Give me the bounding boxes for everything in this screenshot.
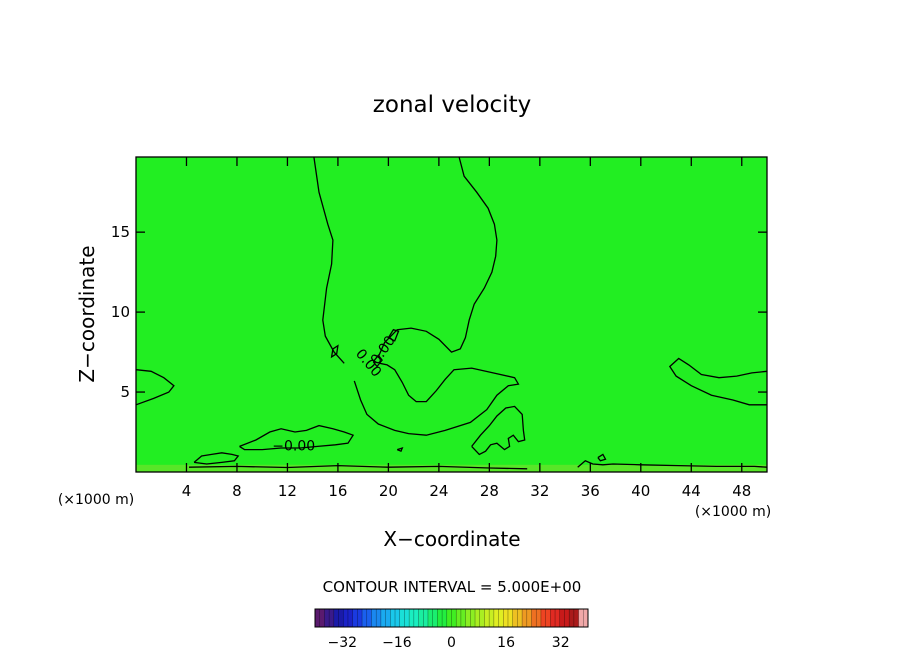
x-tick-label-7: 32	[530, 482, 549, 500]
contour-line-14	[396, 446, 404, 453]
x-unit-right: (×1000 m)	[695, 504, 771, 520]
colorbar	[314, 608, 589, 628]
x-tick-label-10: 44	[682, 482, 701, 500]
colorbar-ticks: −32 −16 0 16 32	[328, 635, 570, 651]
colorbar-tick-label-3: 16	[497, 635, 515, 651]
x-unit-left: (×1000 m)	[58, 492, 134, 508]
y-tick-label-0: 5	[120, 383, 130, 401]
plot-frame	[135, 156, 768, 473]
contour-line-1	[353, 362, 520, 436]
y-axis-label: Z−coordinate	[75, 245, 99, 382]
x-tick-label-5: 24	[429, 482, 448, 500]
x-tick-label-9: 40	[631, 482, 650, 500]
contour-line-2	[377, 156, 498, 358]
y-axis-ticks: 5 10 15	[111, 223, 767, 401]
colorbar-tick-label-4: 32	[552, 635, 570, 651]
x-tick-label-4: 20	[379, 482, 398, 500]
contour-lines	[135, 156, 768, 470]
contour-line-6	[193, 452, 240, 465]
contour-line-11	[372, 354, 383, 368]
x-tick-label-1: 8	[232, 482, 242, 500]
contour-line-8	[188, 464, 528, 470]
contour-line-5	[239, 424, 355, 451]
contour-interval-label: CONTOUR INTERVAL = 5.000E+00	[323, 578, 582, 596]
velocity-field	[136, 157, 767, 472]
x-tick-label-6: 28	[480, 482, 499, 500]
colorbar-tick-label-2: 0	[447, 635, 456, 651]
colorbar-frame	[314, 608, 589, 628]
x-axis-ticks: 4 8 12 16 20 24 28 32 36 40 44 48	[182, 157, 751, 500]
x-tick-label-8: 36	[581, 482, 600, 500]
contour-line-9	[577, 460, 768, 468]
contour-line-0	[313, 156, 345, 364]
contour-line-12	[387, 328, 400, 342]
x-tick-label-11: 48	[732, 482, 751, 500]
contour-line-3	[135, 369, 175, 406]
field-background	[136, 157, 767, 472]
plot-axes	[135, 156, 768, 473]
chart-title: zonal velocity	[373, 92, 531, 118]
contour-line-10	[330, 344, 339, 359]
contour-line-13	[597, 453, 607, 462]
y-tick-label-1: 10	[111, 303, 130, 321]
x-tick-label-2: 12	[278, 482, 297, 500]
contour-line-4	[668, 357, 768, 406]
colorbar-tick-label-0: −32	[328, 635, 358, 651]
colorbar-tick-label-1: −16	[382, 635, 412, 651]
x-tick-label-3: 16	[328, 482, 347, 500]
contour-line-7	[471, 405, 526, 456]
surface-layer	[136, 464, 767, 472]
contour-label-2: −0.00	[272, 438, 315, 454]
x-axis-label: X−coordinate	[383, 527, 520, 551]
y-tick-label-2: 15	[111, 223, 130, 241]
x-tick-label-0: 4	[182, 482, 192, 500]
